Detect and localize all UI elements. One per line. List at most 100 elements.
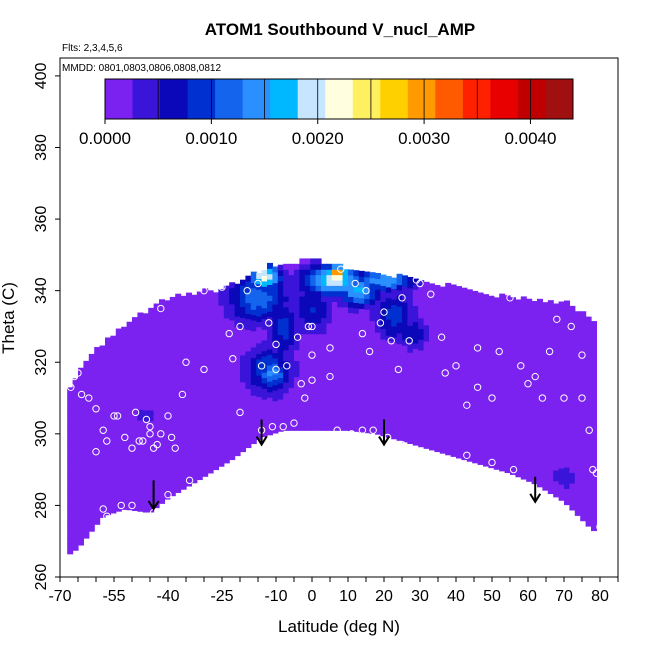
- heat-cell: [132, 392, 138, 399]
- heat-cell: [310, 381, 317, 388]
- heat-cell: [337, 408, 344, 415]
- heat-cell: [461, 298, 468, 305]
- heat-cell: [137, 333, 144, 340]
- heat-cell: [488, 344, 495, 351]
- heat-cell: [504, 338, 511, 345]
- heat-cell: [396, 273, 403, 280]
- heat-cell: [445, 379, 452, 386]
- heat-cell: [88, 434, 95, 441]
- heat-cell: [472, 344, 479, 351]
- heat-cell: [164, 359, 171, 366]
- heat-cell: [283, 296, 290, 302]
- heat-cell: [294, 322, 300, 329]
- heat-cell: [245, 307, 252, 314]
- heat-cell: [515, 337, 522, 344]
- heat-cell: [456, 296, 462, 303]
- colorbar-frame: [104, 78, 574, 120]
- heat-cell: [504, 300, 511, 307]
- heat-cell: [78, 389, 84, 396]
- heat-cell: [315, 296, 322, 302]
- heat-cell: [348, 360, 354, 367]
- heat-cell: [218, 417, 225, 424]
- heat-cell: [547, 455, 554, 462]
- heat-cell: [142, 388, 149, 395]
- heat-cell: [369, 422, 376, 429]
- heat-cell: [466, 445, 473, 451]
- heat-cell: [342, 312, 349, 319]
- heat-cell: [115, 350, 122, 356]
- heat-cell: [466, 375, 473, 382]
- sample-point: [538, 394, 547, 402]
- heat-cell: [553, 373, 560, 380]
- heat-cell: [240, 311, 246, 318]
- heat-cell: [439, 420, 446, 427]
- heat-cell: [126, 439, 133, 446]
- heat-cell: [412, 402, 419, 409]
- heat-cell: [358, 292, 365, 299]
- heat-cell: [153, 464, 160, 471]
- heat-cell: [175, 347, 182, 354]
- heat-cell: [277, 334, 284, 341]
- heat-cell: [126, 498, 133, 505]
- heat-cell: [499, 379, 506, 386]
- heat-cell: [412, 332, 419, 339]
- heat-cell: [115, 419, 122, 426]
- heat-cell: [380, 279, 387, 286]
- heat-cell: [558, 414, 565, 421]
- heat-cell: [558, 478, 565, 485]
- heat-cell: [126, 450, 133, 457]
- heat-cell: [531, 354, 538, 361]
- heat-cell: [218, 401, 225, 408]
- heat-cell: [207, 440, 214, 447]
- heat-cell: [191, 294, 198, 301]
- heat-cell: [186, 469, 192, 476]
- heat-cell: [283, 328, 290, 335]
- heat-cell: [267, 386, 273, 393]
- heat-cell: [180, 387, 187, 394]
- heat-cell: [499, 304, 506, 311]
- heat-cell: [574, 509, 581, 516]
- heat-cell: [223, 290, 230, 297]
- heat-cell: [99, 420, 106, 427]
- heat-cell: [67, 462, 74, 469]
- heat-cell: [288, 360, 295, 367]
- heat-cell: [510, 447, 516, 454]
- heat-cell: [256, 428, 263, 435]
- heat-cell: [191, 305, 198, 312]
- heat-cell: [461, 368, 468, 375]
- heat-cell: [294, 414, 300, 421]
- heat-cell: [169, 398, 176, 405]
- heat-cell: [169, 404, 176, 411]
- heat-cell: [429, 444, 435, 451]
- heat-cell: [353, 361, 360, 368]
- heat-cell: [574, 364, 581, 371]
- heat-cell: [240, 279, 246, 286]
- heat-cell: [591, 417, 597, 424]
- sample-point: [110, 412, 118, 420]
- heat-cell: [180, 360, 187, 367]
- heat-cell: [385, 404, 392, 411]
- heat-cell: [526, 475, 533, 482]
- heat-cell: [213, 372, 219, 379]
- heat-cell: [337, 296, 344, 302]
- heat-cell: [385, 308, 392, 315]
- heat-cell: [218, 444, 225, 451]
- heat-cell: [310, 317, 317, 324]
- heat-cell: [434, 333, 441, 340]
- heat-cell: [418, 290, 425, 297]
- heat-cell: [569, 418, 576, 425]
- heat-cell: [423, 389, 430, 396]
- heat-cell: [547, 402, 554, 409]
- heat-cell: [202, 368, 209, 375]
- heat-cell: [423, 297, 430, 304]
- heat-cell: [461, 389, 468, 396]
- heat-cell: [207, 413, 214, 420]
- heat-cell: [547, 434, 554, 441]
- heat-cell: [569, 381, 576, 387]
- heat-cell: [126, 396, 133, 403]
- heat-cell: [132, 370, 138, 377]
- heat-cell: [418, 328, 425, 335]
- heat-cell: [353, 323, 360, 330]
- heat-cell: [213, 394, 219, 401]
- heat-cell: [277, 382, 284, 389]
